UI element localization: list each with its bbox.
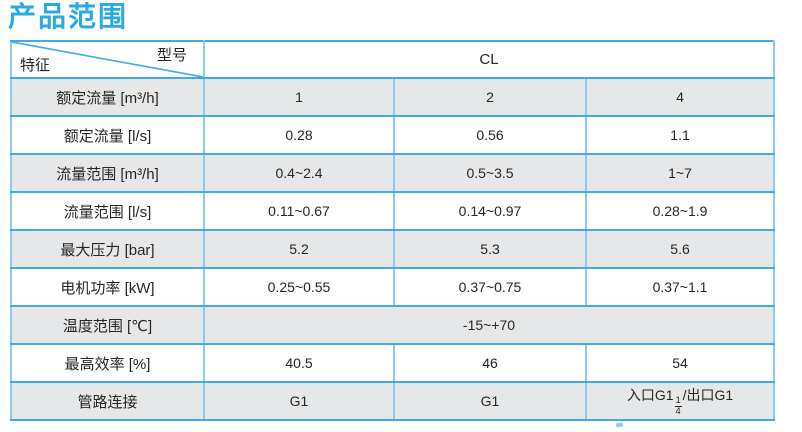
table-cell: 1~7 [584, 153, 776, 193]
table-cell-pipe-composite: 入口G1 1 4/出口G1 [584, 381, 776, 421]
table-cell: 0.37~0.75 [393, 267, 587, 307]
table-header-row: 型号 特征 CL [10, 40, 776, 79]
row-label: 流量范围 [m³/h] [10, 153, 205, 193]
row-label: 流量范围 [l/s] [10, 191, 205, 231]
table-cell: 0.5~3.5 [393, 153, 587, 193]
table-cell: 4 [584, 77, 776, 117]
table-cell: 40.5 [203, 343, 395, 383]
row-label: 最大压力 [bar] [10, 229, 205, 269]
pipe-outlet-text: /出口G1 [682, 387, 734, 404]
table-cell: 1.1 [584, 115, 776, 155]
table-cell-span: -15~+70 [202, 305, 776, 345]
row-label: 额定流量 [m³/h] [10, 77, 205, 117]
row-label: 温度范围 [℃] [10, 305, 205, 345]
table-cell: 5.3 [393, 229, 587, 269]
table-cell: 46 [393, 343, 587, 383]
table-cell: 0.25~0.55 [203, 267, 395, 307]
table-row: 最高效率 [%] 40.5 46 54 [10, 343, 776, 383]
row-label: 管路连接 [10, 381, 205, 421]
table-cell: 0.11~0.67 [203, 191, 395, 231]
table-cell: 5.6 [584, 229, 776, 269]
product-range-table: 型号 特征 CL 额定流量 [m³/h] 1 2 4 额定流量 [l/s] 0.… [10, 40, 776, 421]
table-cell: G1 [203, 381, 395, 421]
page-title: 产品范围 [8, 1, 129, 32]
table-cell: 54 [584, 343, 776, 383]
table-row: 最大压力 [bar] 5.2 5.3 5.6 [10, 229, 776, 269]
table-cell: 0.56 [393, 115, 587, 155]
table-cell: 5.2 [203, 229, 395, 269]
diagonal-divider-line [12, 42, 203, 77]
table-cell: 2 [393, 77, 587, 117]
table-row: 流量范围 [m³/h] 0.4~2.4 0.5~3.5 1~7 [10, 153, 776, 193]
table-row: 电机功率 [kW] 0.25~0.55 0.37~0.75 0.37~1.1 [10, 267, 776, 307]
row-label: 电机功率 [kW] [10, 267, 205, 307]
table-row-temperature: 温度范围 [℃] -15~+70 [10, 305, 776, 345]
model-series-header: CL [202, 40, 776, 79]
table-row: 额定流量 [m³/h] 1 2 4 [10, 77, 776, 117]
page-decoration-mark [615, 422, 624, 428]
corner-split-cell: 型号 特征 [10, 40, 205, 79]
table-cell: 1 [203, 77, 395, 117]
table-cell: 0.37~1.1 [584, 267, 776, 307]
pipe-inlet-text: 入口G1 [626, 387, 674, 404]
table-row: 额定流量 [l/s] 0.28 0.56 1.1 [10, 115, 776, 155]
row-label: 最高效率 [%] [10, 343, 205, 383]
table-row: 流量范围 [l/s] 0.11~0.67 0.14~0.97 0.28~1.9 [10, 191, 776, 231]
table-cell: 0.28 [203, 115, 395, 155]
table-cell: 0.14~0.97 [393, 191, 587, 231]
corner-label-feature: 特征 [20, 57, 51, 74]
table-cell: 0.28~1.9 [584, 191, 776, 231]
table-row-pipe-connection: 管路连接 G1 G1 入口G1 1 4/出口G1 [10, 381, 776, 421]
row-label: 额定流量 [l/s] [10, 115, 205, 155]
table-cell: 0.4~2.4 [203, 153, 395, 193]
table-cell: G1 [393, 381, 587, 421]
corner-label-model: 型号 [156, 47, 187, 64]
